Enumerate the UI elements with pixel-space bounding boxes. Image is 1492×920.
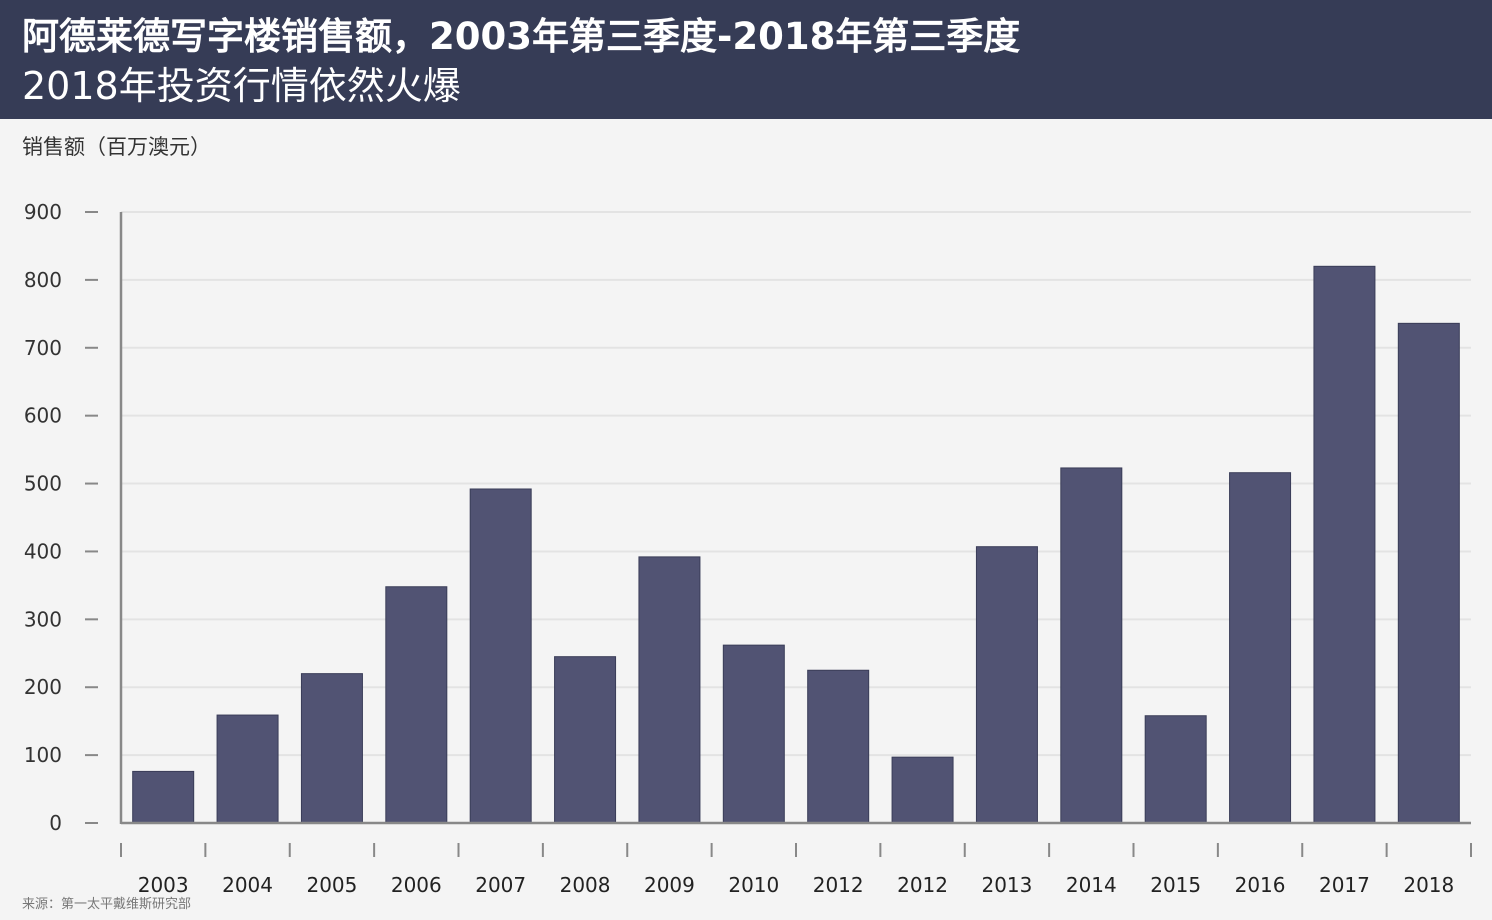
x-tick-label: 2012	[897, 873, 948, 897]
y-tick-label: 0	[49, 811, 62, 835]
bar	[1144, 715, 1207, 824]
y-tick-label: 900	[24, 200, 62, 224]
axes	[85, 211, 1472, 857]
bar	[1397, 322, 1460, 824]
bar	[722, 644, 785, 824]
bar	[807, 669, 870, 824]
x-tick-label: 2009	[644, 873, 695, 897]
y-tick-label: 600	[24, 404, 62, 428]
bars	[132, 265, 1460, 824]
bar	[216, 714, 279, 824]
bar	[1229, 472, 1292, 824]
x-tick-label: 2018	[1403, 873, 1454, 897]
bar	[1313, 265, 1376, 824]
y-tick-label: 400	[24, 539, 62, 563]
bar	[469, 488, 532, 824]
bar	[385, 586, 448, 824]
bar	[638, 556, 701, 824]
x-tick-label: 2017	[1319, 873, 1370, 897]
chart-header: 阿德莱德写字楼销售额，2003年第三季度-2018年第三季度 2018年投资行情…	[0, 0, 1492, 119]
bar	[132, 770, 195, 824]
x-tick-label: 2012	[813, 873, 864, 897]
x-tick-label: 2004	[222, 873, 273, 897]
chart-title: 阿德莱德写字楼销售额，2003年第三季度-2018年第三季度	[22, 15, 1021, 58]
x-tick-label: 2010	[728, 873, 779, 897]
x-tick-label: 2014	[1066, 873, 1117, 897]
bar	[891, 756, 954, 824]
y-tick-label: 300	[24, 607, 62, 631]
y-tick-label: 200	[24, 675, 62, 699]
chart-subtitle: 2018年投资行情依然火爆	[22, 64, 461, 108]
x-tick-label: 2015	[1150, 873, 1201, 897]
y-tick-label: 100	[24, 743, 62, 767]
y-axis-label: 销售额（百万澳元）	[22, 135, 211, 159]
x-tick-label: 2006	[391, 873, 442, 897]
bar	[300, 673, 363, 824]
x-tick-label: 2005	[306, 873, 357, 897]
x-tick-label: 2013	[981, 873, 1032, 897]
tick-labels: 0 100 200 300 400 500 600 700 800 900 2003 2004 2005…	[24, 200, 1454, 897]
x-tick-label: 2003	[138, 873, 189, 897]
x-tick-label: 2007	[475, 873, 526, 897]
y-tick-label: 500	[24, 472, 62, 496]
bar	[1060, 467, 1123, 824]
x-tick-label: 2016	[1235, 873, 1286, 897]
x-tick-label: 2008	[560, 873, 611, 897]
source-note: 来源：第一太平戴维斯研究部	[22, 897, 192, 912]
y-tick-label: 700	[24, 336, 62, 360]
bar	[554, 656, 617, 824]
bar	[975, 546, 1038, 824]
y-tick-label: 800	[24, 268, 62, 292]
